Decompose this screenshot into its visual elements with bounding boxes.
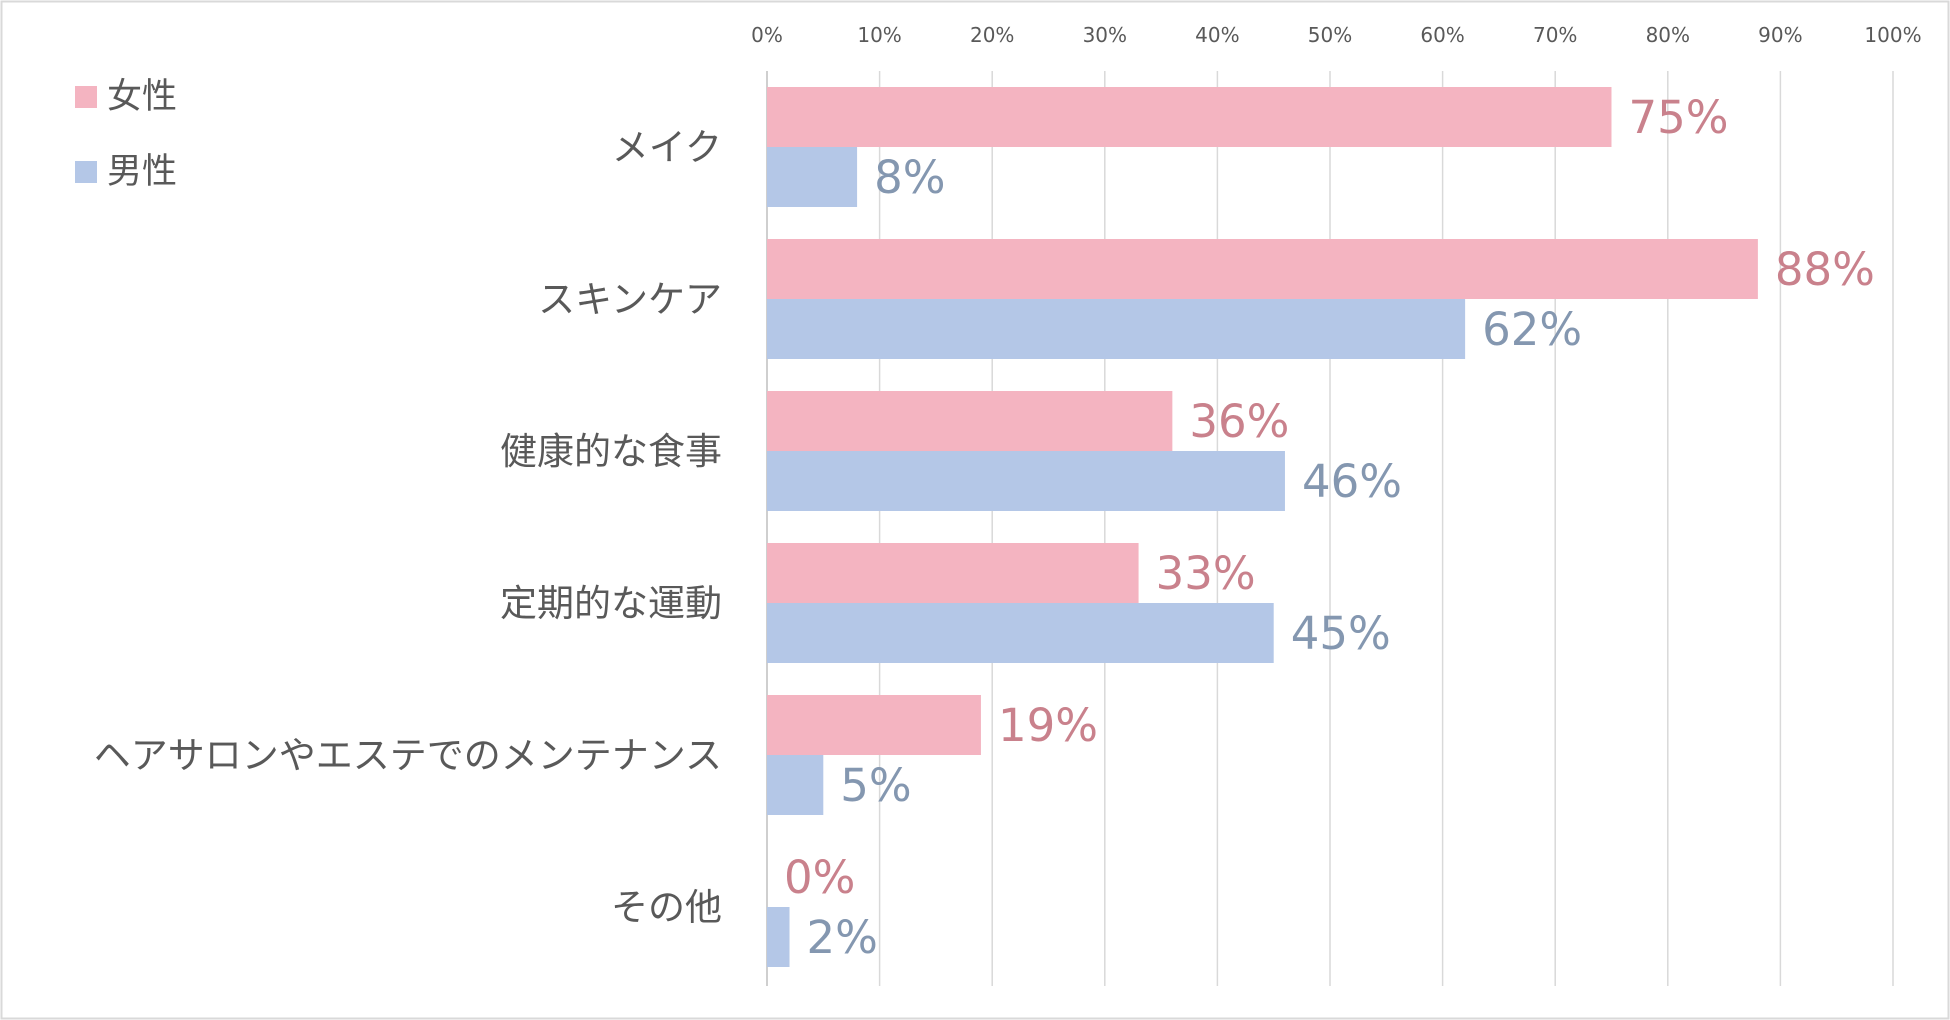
- category-label: 健康的な食事: [500, 430, 722, 473]
- bar-female: [767, 391, 1173, 451]
- bar-female: [767, 543, 1139, 603]
- data-label: 19%: [998, 699, 1098, 752]
- data-label: 2%: [807, 911, 878, 964]
- bar-male: [767, 907, 790, 967]
- bar-male: [767, 299, 1466, 359]
- data-label: 62%: [1482, 303, 1582, 356]
- bar-male: [767, 451, 1285, 511]
- x-tick-label: 20%: [970, 23, 1014, 47]
- bar-male: [767, 147, 858, 207]
- x-tick-label: 30%: [1083, 23, 1127, 47]
- legend-label: 男性: [107, 152, 177, 192]
- data-label: 0%: [784, 851, 855, 904]
- data-label: 33%: [1156, 547, 1256, 600]
- data-label: 75%: [1629, 91, 1729, 144]
- category-label: スキンケア: [538, 278, 722, 321]
- x-tick-label: 40%: [1195, 23, 1239, 47]
- bar-female: [767, 87, 1612, 147]
- category-label: メイク: [612, 126, 722, 169]
- data-label: 46%: [1302, 455, 1402, 508]
- x-tick-label: 80%: [1646, 23, 1690, 47]
- x-tick-label: 50%: [1308, 23, 1352, 47]
- x-tick-label: 60%: [1420, 23, 1464, 47]
- bar-female: [767, 695, 981, 755]
- legend-swatch: [75, 161, 97, 183]
- data-label: 45%: [1291, 607, 1391, 660]
- x-tick-label: 100%: [1864, 23, 1921, 47]
- data-label: 8%: [874, 151, 945, 204]
- data-label: 88%: [1775, 243, 1875, 296]
- bar-male: [767, 603, 1274, 663]
- data-label: 5%: [840, 759, 911, 812]
- x-tick-label: 10%: [857, 23, 901, 47]
- category-label: その他: [611, 886, 722, 929]
- legend-swatch: [75, 86, 97, 108]
- category-label: ヘアサロンやエステでのメンテナンス: [94, 734, 722, 777]
- x-tick-label: 90%: [1758, 23, 1802, 47]
- x-tick-label: 70%: [1533, 23, 1577, 47]
- category-label: 定期的な運動: [500, 582, 722, 625]
- bar-female: [767, 239, 1758, 299]
- x-tick-label: 0%: [751, 23, 783, 47]
- data-label: 36%: [1189, 395, 1289, 448]
- bar-male: [767, 755, 824, 815]
- legend-label: 女性: [107, 77, 177, 117]
